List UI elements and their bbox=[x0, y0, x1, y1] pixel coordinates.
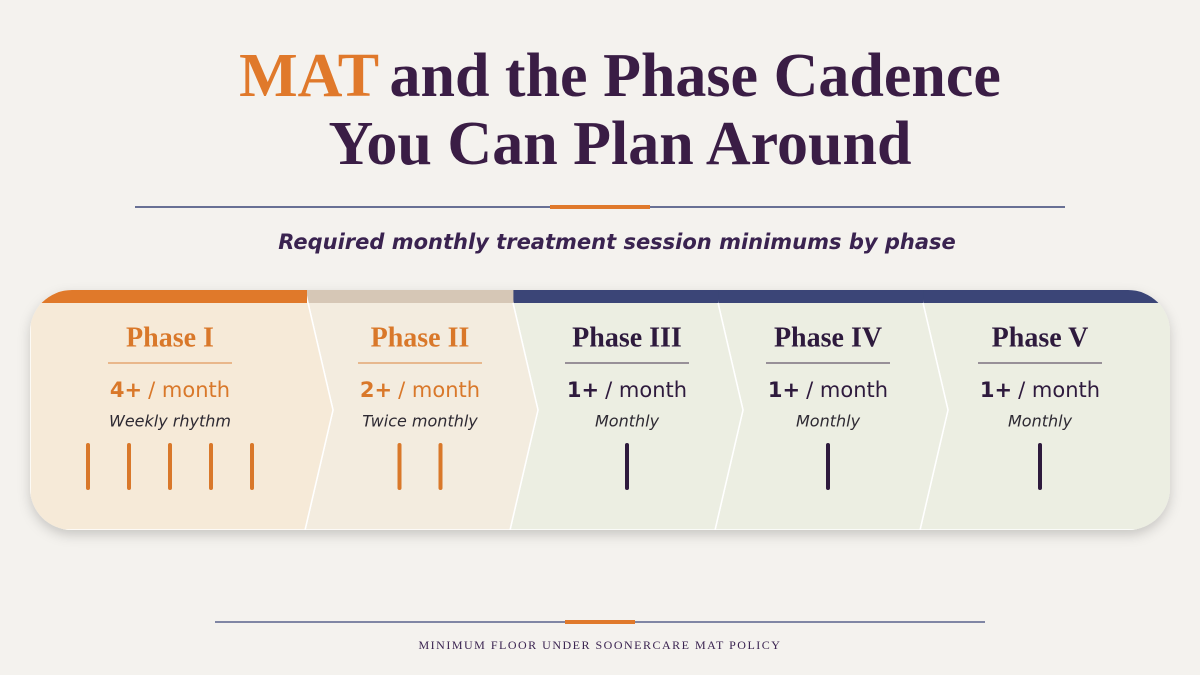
title-line-2: You Can Plan Around bbox=[329, 110, 912, 178]
phase-name: Phase I bbox=[126, 322, 214, 353]
phase: Phase V 1+ / month Monthly bbox=[978, 322, 1102, 490]
phase-panel bbox=[30, 290, 1170, 530]
rate-value: 1+ bbox=[567, 378, 599, 402]
phase-rate: 1+ / month bbox=[980, 378, 1100, 402]
rate-unit: / month bbox=[398, 378, 480, 402]
phase-rhythm: Monthly bbox=[595, 412, 660, 431]
phase: Phase IV 1+ / month Monthly bbox=[766, 322, 890, 490]
phase-name: Phase III bbox=[572, 322, 682, 353]
phase-rhythm: Weekly rhythm bbox=[109, 412, 231, 431]
phase-rhythm: Monthly bbox=[1008, 412, 1073, 431]
rate-value: 2+ bbox=[360, 378, 392, 402]
phase: Phase III 1+ / month Monthly bbox=[565, 322, 689, 490]
phase-segment bbox=[30, 290, 334, 530]
title-line-1: MAT and the Phase Cadence bbox=[239, 42, 1001, 110]
phase-name: Phase IV bbox=[774, 322, 882, 353]
phase-rate: 1+ / month bbox=[567, 378, 687, 402]
phase-rhythm: Twice monthly bbox=[362, 412, 478, 431]
phase-rate: 2+ / month bbox=[360, 378, 480, 402]
phase: Phase II 2+ / month Twice monthly bbox=[358, 322, 482, 490]
title-text: and the Phase Cadence bbox=[389, 42, 1000, 110]
phase-rate: 1+ / month bbox=[768, 378, 888, 402]
rate-value: 4+ bbox=[110, 378, 142, 402]
phase-rate: 4+ / month bbox=[110, 378, 230, 402]
phase-name: Phase II bbox=[371, 322, 470, 353]
phase-segments bbox=[30, 290, 1170, 530]
rate-unit: / month bbox=[605, 378, 687, 402]
title-highlight: MAT bbox=[239, 42, 379, 110]
phase-name: Phase V bbox=[992, 322, 1089, 353]
rate-unit: / month bbox=[1018, 378, 1100, 402]
rate-value: 1+ bbox=[768, 378, 800, 402]
rate-value: 1+ bbox=[980, 378, 1012, 402]
phase-band bbox=[306, 290, 514, 303]
rate-unit: / month bbox=[148, 378, 230, 402]
phase-band bbox=[30, 290, 307, 303]
phase-rhythm: Monthly bbox=[796, 412, 861, 431]
phase-band bbox=[921, 290, 1170, 303]
rate-unit: / month bbox=[806, 378, 888, 402]
phase-band bbox=[511, 290, 719, 303]
phase-band bbox=[716, 290, 924, 303]
subtitle: Required monthly treatment session minim… bbox=[278, 230, 956, 254]
phase: Phase I 4+ / month Weekly rhythm bbox=[86, 322, 254, 490]
footer: MINIMUM FLOOR UNDER SOONERCARE MAT POLIC… bbox=[419, 638, 782, 652]
